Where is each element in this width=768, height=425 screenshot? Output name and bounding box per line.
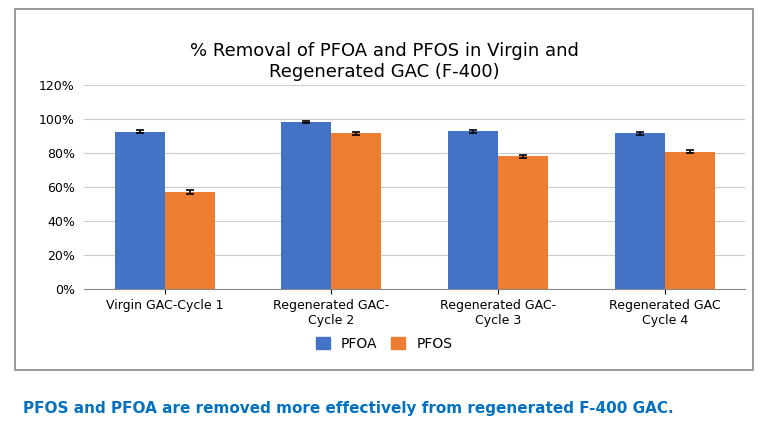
Text: PFOS and PFOA are removed more effectively from regenerated F-400 GAC.: PFOS and PFOA are removed more effective…: [23, 400, 674, 416]
Bar: [498, 156, 548, 289]
Bar: [114, 132, 164, 289]
Bar: [665, 152, 715, 289]
Bar: [331, 133, 382, 289]
Text: % Removal of PFOA and PFOS in Virgin and
Regenerated GAC (F-400): % Removal of PFOA and PFOS in Virgin and…: [190, 42, 578, 81]
Bar: [615, 133, 665, 289]
Legend: PFOA, PFOS: PFOA, PFOS: [310, 332, 458, 357]
Bar: [448, 131, 498, 289]
Bar: [164, 192, 214, 289]
Bar: [281, 122, 331, 289]
